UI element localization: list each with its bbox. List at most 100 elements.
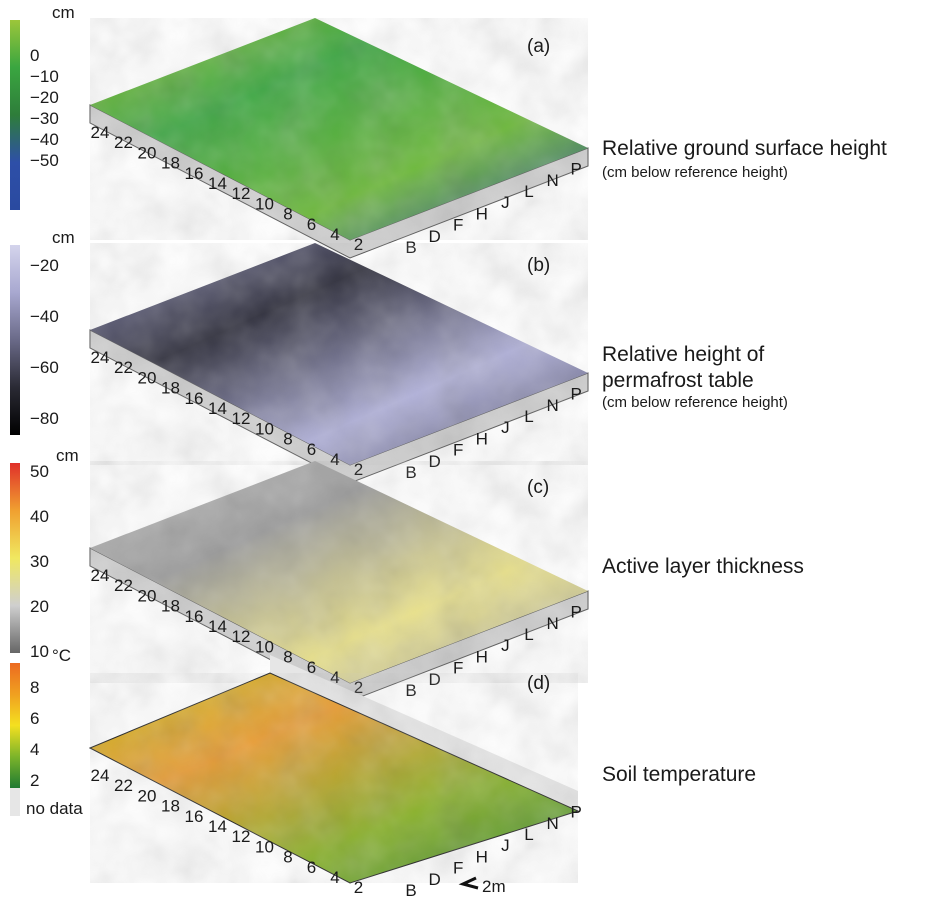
y-axis-label: 20: [138, 368, 157, 387]
x-axis-label: P: [571, 803, 582, 822]
panel-title: Relative ground surface height: [602, 137, 887, 160]
y-axis-label: 10: [255, 419, 274, 438]
y-axis-label: 18: [161, 597, 180, 616]
x-axis-label: L: [524, 825, 533, 844]
no-data-label: no data: [26, 799, 83, 818]
y-axis-label: 22: [114, 133, 133, 152]
colorbar-tick: −40: [30, 307, 59, 326]
x-axis-label: L: [524, 182, 533, 201]
x-axis-label: B: [405, 681, 416, 700]
y-axis-label: 4: [330, 868, 339, 887]
x-axis-label: N: [546, 171, 558, 190]
colorbar-tick: 30: [30, 552, 49, 571]
y-axis-label: 22: [114, 776, 133, 795]
surface-texture: [90, 461, 588, 683]
surface-texture: [90, 673, 578, 883]
x-axis-label: P: [571, 385, 582, 404]
colorbar-tick: 2: [30, 771, 39, 790]
y-axis-label: 12: [232, 409, 251, 428]
no-data-area: [270, 655, 578, 811]
panel-label: (a): [527, 36, 550, 57]
y-axis-label: 22: [114, 576, 133, 595]
colorbar: [10, 20, 20, 210]
y-axis-label: 8: [283, 848, 292, 867]
colorbar-unit: cm: [52, 228, 75, 247]
y-axis-label: 16: [185, 389, 204, 408]
panel-title: Soil temperature: [602, 763, 756, 786]
colorbar-tick: 8: [30, 678, 39, 697]
y-axis-label: 2: [354, 460, 363, 479]
y-axis-label: 24: [91, 348, 110, 367]
x-axis-label: H: [476, 204, 488, 223]
x-axis-label: J: [501, 418, 510, 437]
y-axis-label: 14: [208, 817, 227, 836]
y-axis-label: 12: [232, 827, 251, 846]
colorbar-unit: cm: [56, 446, 79, 465]
colorbar-tick: 4: [30, 740, 39, 759]
panel-subtitle: (cm below reference height): [602, 164, 788, 181]
panel-label: (b): [527, 255, 550, 276]
colorbar-tick: 6: [30, 709, 39, 728]
x-axis-label: D: [428, 452, 440, 471]
y-axis-label: 8: [283, 205, 292, 224]
y-axis-label: 4: [330, 450, 339, 469]
no-data-swatch: [10, 788, 20, 816]
panel-label: (d): [527, 673, 550, 694]
panel-title: Relative height of: [602, 343, 764, 366]
y-axis-label: 12: [232, 627, 251, 646]
x-axis-label: F: [453, 859, 463, 878]
y-axis-label: 16: [185, 164, 204, 183]
colorbar-tick: −80: [30, 409, 59, 428]
colorbar-tick: −30: [30, 109, 59, 128]
colorbar-tick: 10: [30, 642, 49, 661]
y-axis-label: 10: [255, 637, 274, 656]
y-axis-label: 24: [91, 766, 110, 785]
y-axis-label: 24: [91, 123, 110, 142]
y-axis-label: 22: [114, 358, 133, 377]
x-axis-label: D: [428, 670, 440, 689]
y-axis-label: 18: [161, 379, 180, 398]
x-axis-label: B: [405, 881, 416, 900]
x-axis-label: L: [524, 407, 533, 426]
panel-subtitle: (cm below reference height): [602, 394, 788, 411]
surface-texture: [90, 243, 588, 465]
y-axis-label: 18: [161, 797, 180, 816]
y-axis-label: 8: [283, 648, 292, 667]
colorbar-tick: −20: [30, 88, 59, 107]
y-axis-label: 24: [91, 566, 110, 585]
x-axis-label: P: [571, 160, 582, 179]
y-axis-label: 20: [138, 143, 157, 162]
y-axis-label: 6: [307, 858, 316, 877]
y-axis-label: 4: [330, 225, 339, 244]
colorbar-unit: °C: [52, 646, 71, 665]
x-axis-label: P: [571, 603, 582, 622]
y-axis-label: 14: [208, 399, 227, 418]
y-axis-label: 18: [161, 154, 180, 173]
y-axis-label: 2: [354, 235, 363, 254]
x-axis-label: L: [524, 625, 533, 644]
colorbar-tick: −20: [30, 256, 59, 275]
y-axis-label: 4: [330, 668, 339, 687]
y-axis-label: 12: [232, 184, 251, 203]
y-axis-label: 20: [138, 786, 157, 805]
colorbar-tick: 40: [30, 507, 49, 526]
x-axis-label: N: [546, 814, 558, 833]
panel-title-line2: permafrost table: [602, 369, 754, 392]
x-axis-label: J: [501, 193, 510, 212]
scale-bar: 2m: [458, 876, 506, 896]
colorbar: [10, 663, 20, 788]
y-axis-label: 2: [354, 678, 363, 697]
y-axis-label: 2: [354, 878, 363, 897]
x-axis-label: F: [453, 216, 463, 235]
y-axis-label: 20: [138, 586, 157, 605]
x-axis-label: H: [476, 429, 488, 448]
y-axis-label: 14: [208, 174, 227, 193]
x-axis-label: H: [476, 647, 488, 666]
x-axis-label: B: [405, 238, 416, 257]
y-axis-label: 6: [307, 215, 316, 234]
colorbar-tick: 0: [30, 46, 39, 65]
